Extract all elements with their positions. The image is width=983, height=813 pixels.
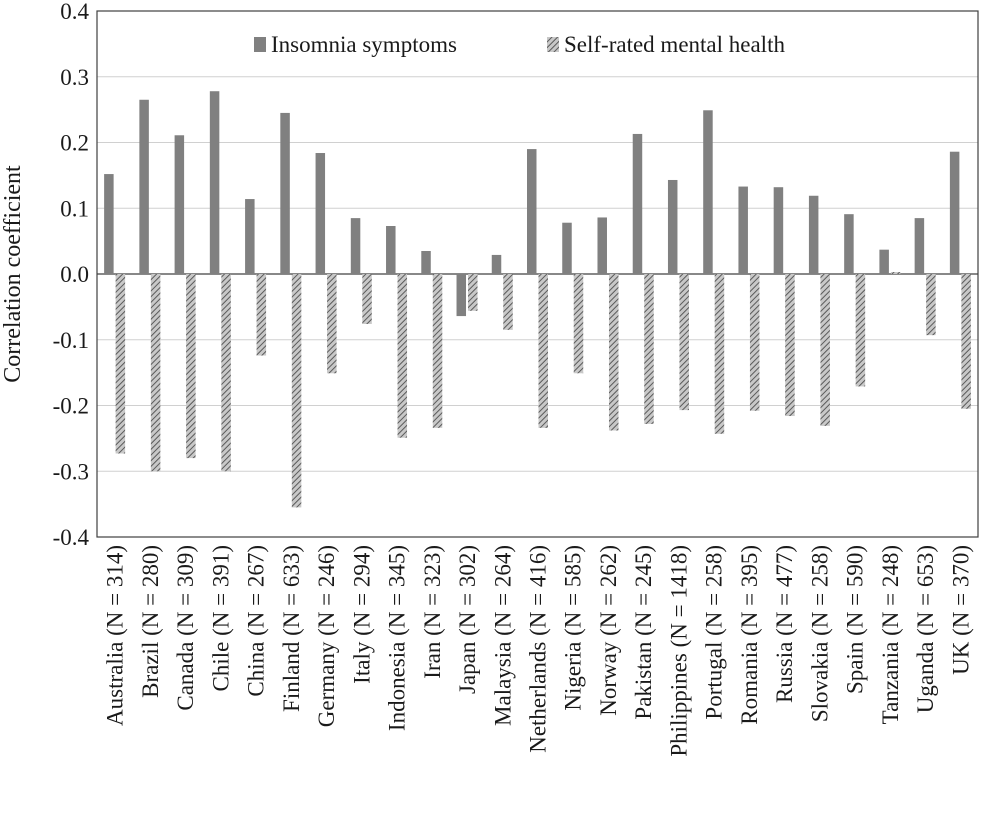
bar-self-rated-mental-health [186,274,196,459]
bar-self-rated-mental-health [327,274,337,374]
x-tick-label: Portugal (N = 258) [702,545,727,720]
bars [104,91,971,508]
x-tick-label: Brazil (N = 280) [138,545,163,698]
legend: Insomnia symptoms Self-rated mental heal… [254,32,785,57]
bar-insomnia-symptoms [879,249,889,274]
y-tick-label: -0.3 [53,459,89,484]
bar-self-rated-mental-health [538,274,548,428]
x-tick-label: Finland (N = 633) [279,545,304,712]
bar-insomnia-symptoms [209,91,220,274]
bar-insomnia-symptoms [421,250,431,274]
y-tick-label: -0.4 [53,525,90,550]
x-tick-label: Canada (N = 309) [173,545,198,711]
bar-insomnia-symptoms [174,135,185,274]
legend-swatch-self-rated-mental-health [547,37,559,52]
x-tick-label: Indonesia (N = 345) [385,545,410,731]
bar-self-rated-mental-health [573,274,584,374]
y-tick-label: -0.2 [53,394,89,419]
legend-label-insomnia-symptoms: Insomnia symptoms [271,32,457,57]
x-tick-label: Philippines (N = 1418) [666,545,691,757]
bar-self-rated-mental-health [221,274,231,472]
x-tick-label: Japan (N = 302) [455,545,480,694]
x-tick-label: Russia (N = 477) [772,545,797,703]
bar-insomnia-symptoms [104,174,114,274]
bar-insomnia-symptoms [667,179,678,274]
bar-insomnia-symptoms [808,195,819,274]
plot-frame [96,10,979,538]
x-tick-label: Norway (N = 262) [596,545,621,716]
legend-swatch-insomnia-symptoms [254,37,266,52]
x-tick-label: Pakistan (N = 245) [631,545,656,720]
bar-insomnia-symptoms [456,274,467,317]
x-tick-label: Nigeria (N = 585) [561,545,586,711]
x-tick-label: Tanzania (N = 248) [878,545,903,724]
bar-insomnia-symptoms [280,112,290,274]
bar-self-rated-mental-health [608,274,619,431]
y-axis-label: Correlation coefficient [0,165,26,383]
x-tick-label: Italy (N = 294) [349,545,374,684]
bar-self-rated-mental-health [256,274,267,356]
x-tick-label: Romania (N = 395) [737,545,762,725]
legend-label-self-rated-mental-health: Self-rated mental health [564,32,785,57]
bar-self-rated-mental-health [749,274,760,411]
x-tick-label: China (N = 267) [244,545,269,697]
bar-self-rated-mental-health [855,274,866,387]
x-tick-label: Malaysia (N = 264) [490,545,515,726]
y-tick-label: 0.4 [60,0,89,24]
x-tick-label: Netherlands (N = 416) [526,545,551,753]
bar-self-rated-mental-health [926,274,936,336]
bar-insomnia-symptoms [139,99,149,274]
bar-self-rated-mental-health [397,274,408,438]
y-tick-label: 0.3 [60,65,89,90]
bar-self-rated-mental-health [432,274,443,428]
y-tick-label: 0.0 [60,262,89,287]
bar-insomnia-symptoms [350,218,361,274]
x-tick-label: Germany (N = 246) [314,545,339,727]
bar-insomnia-symptoms [245,199,255,274]
bar-insomnia-symptoms [315,153,326,274]
bar-self-rated-mental-health [785,274,795,417]
bar-self-rated-mental-health [291,274,302,508]
bar-insomnia-symptoms [738,186,748,274]
bar-insomnia-symptoms [527,149,537,274]
bar-insomnia-symptoms [632,133,643,274]
x-tick-label: Slovakia (N = 258) [807,545,832,722]
y-tick-label: 0.2 [60,131,89,156]
bar-insomnia-symptoms [597,217,607,274]
bar-insomnia-symptoms [703,110,713,274]
bar-self-rated-mental-health [503,274,513,330]
x-tick-label: Spain (N = 590) [843,545,868,694]
y-axis-ticks: 0.4 0.3 0.2 0.1 0.0 -0.1 -0.2 -0.3 -0.4 [53,0,90,550]
bar-insomnia-symptoms [844,214,854,274]
bar-self-rated-mental-health [679,274,689,411]
x-tick-label: Chile (N = 391) [208,545,233,691]
y-tick-label: 0.1 [60,196,89,221]
bar-self-rated-mental-health [820,274,830,426]
x-axis-ticks: Australia (N = 314) Brazil (N = 280) Canad… [103,545,974,757]
bar-insomnia-symptoms [949,151,960,274]
bar-self-rated-mental-health [468,274,478,311]
bar-insomnia-symptoms [491,254,502,274]
bar-self-rated-mental-health [961,274,971,409]
x-tick-label: Uganda (N = 653) [913,545,938,713]
bar-self-rated-mental-health [150,274,161,472]
y-tick-label: -0.1 [53,328,89,353]
x-tick-label: UK (N = 370) [948,545,973,675]
bar-self-rated-mental-health [115,274,126,454]
x-tick-label: Iran (N = 323) [420,545,445,679]
bar-insomnia-symptoms [914,218,925,274]
x-tick-label: Australia (N = 314) [103,545,128,726]
bar-insomnia-symptoms [386,226,396,274]
bar-insomnia-symptoms [773,187,784,274]
bar-self-rated-mental-health [890,272,901,274]
bar-self-rated-mental-health [362,274,372,324]
bar-insomnia-symptoms [562,222,572,274]
bar-self-rated-mental-health [714,274,725,434]
bar-self-rated-mental-health [644,274,654,424]
